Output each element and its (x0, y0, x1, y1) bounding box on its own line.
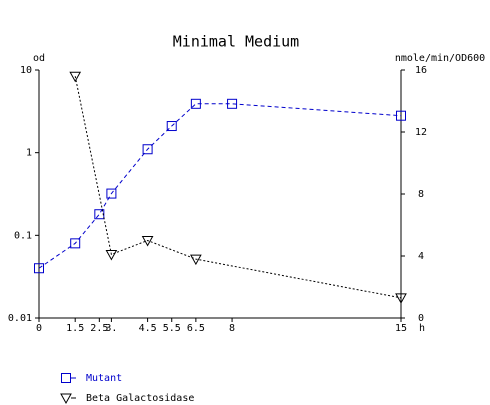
x-tick-label: 4.5 (139, 323, 157, 334)
x-tick-label: 2.5 (90, 323, 108, 334)
y-tick-label: 0.1 (14, 230, 32, 241)
data-point (227, 98, 238, 109)
data-point (34, 263, 44, 274)
y-axis-label: od (33, 53, 45, 64)
y-tick-label: 10 (20, 65, 32, 76)
chart-title: Minimal Medium (173, 33, 299, 51)
legend-marker (61, 373, 71, 383)
data-point (166, 121, 177, 132)
data-point (106, 188, 117, 199)
x-tick-label: 5.5 (163, 323, 181, 334)
x-tick-label: 8 (229, 323, 235, 334)
y2-tick-label: 0 (418, 313, 424, 324)
x-tick-label: 6.5 (187, 323, 205, 334)
data-point (94, 209, 105, 220)
y2-tick-label: 8 (418, 189, 424, 200)
y-tick-label: 1 (26, 148, 32, 159)
x-tick-label: 0 (36, 323, 42, 334)
legend-marker (60, 393, 72, 405)
x-tick-label: 3. (105, 323, 117, 334)
data-point (69, 71, 82, 83)
data-point (396, 110, 406, 121)
series-line (74, 76, 402, 299)
x-axis-label: h (419, 323, 425, 334)
y2-tick-label: 12 (415, 127, 427, 138)
data-point (70, 238, 81, 249)
data-point (105, 249, 118, 261)
legend-label: Beta Galactosidase (86, 393, 194, 404)
data-point (190, 98, 201, 109)
y2-axis-label: nmole/min/OD600 (395, 53, 485, 64)
x-tick-label: 15 (395, 323, 407, 334)
y2-tick-label: 4 (418, 251, 424, 262)
x-tick-label: 1.5 (66, 323, 84, 334)
data-point (190, 254, 202, 266)
data-point (395, 293, 407, 304)
series-line (38, 103, 402, 269)
data-point (141, 236, 154, 247)
y-tick-label: 0.01 (8, 313, 32, 324)
y2-tick-label: 16 (415, 65, 427, 76)
data-point (142, 144, 153, 155)
legend-label: Mutant (86, 373, 122, 384)
